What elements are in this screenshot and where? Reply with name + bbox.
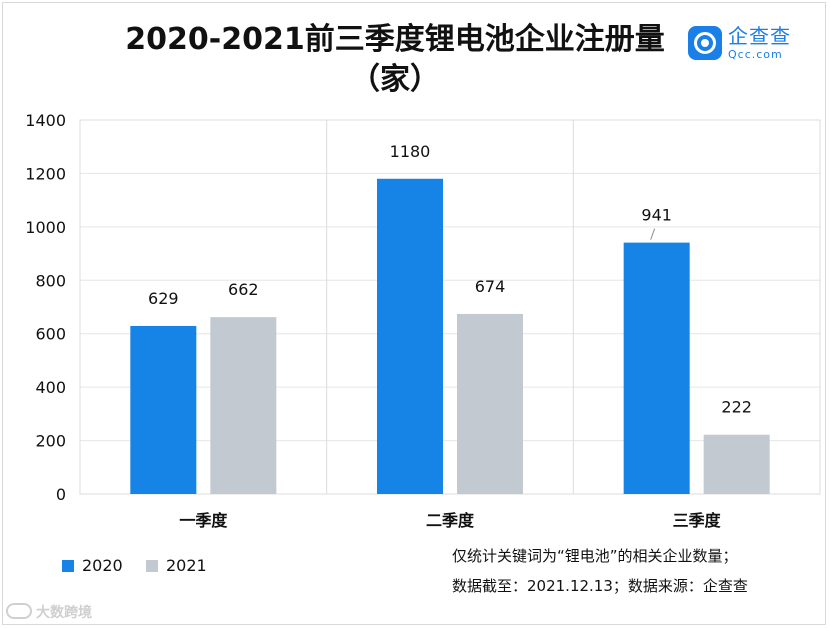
y-tick-label-1400: 1400 [25,111,66,130]
note-line-1: 仅统计关键词为“锂电池”的相关企业数量； [452,547,738,565]
bar-2020-3 [623,242,690,494]
legend-item-2020: 2020 [62,556,123,576]
data-label-2021-3: 222 [721,398,752,417]
legend-swatch-2020 [62,560,74,572]
y-tick-label-400: 400 [35,378,66,397]
brand-domain: Qcc.com [728,48,783,61]
brand-name: 企查查 [728,24,791,48]
title-line-2: （家） [350,62,440,97]
bar-2021-3 [703,434,770,494]
plot-border [79,119,821,495]
watermark: 大数跨境 [6,603,92,621]
data-label-2021-2: 674 [475,277,506,296]
data-label-2021-1: 662 [228,280,259,299]
label-leader-line [650,228,656,240]
x-category-label-3: 三季度 [673,511,722,530]
legend-label-2020: 2020 [82,556,123,575]
x-category-label-1: 一季度 [179,511,228,530]
data-label-2020-2: 1180 [390,142,431,161]
y-tick-label-0: 0 [56,485,66,504]
bar-2020-1 [130,325,197,494]
y-tick-label-200: 200 [35,432,66,451]
x-category-label-2: 二季度 [426,511,475,530]
y-tick-label-1200: 1200 [25,164,66,183]
bar-2021-2 [457,313,523,494]
watermark-text: 大数跨境 [36,605,92,621]
brand-logo: 企查查 Qcc.com [688,24,798,64]
bar-2020-2 [377,178,443,494]
qcc-logo-icon [688,26,722,60]
note-line-2: 数据截至：2021.12.13；数据来源：企查查 [452,577,748,595]
data-label-2020-3: 941 [641,206,672,225]
bar-2021-1 [210,317,277,494]
legend-item-2021: 2021 [146,556,207,576]
watermark-icon [6,603,32,619]
data-label-2020-1: 629 [148,289,179,308]
y-tick-label-600: 600 [35,325,66,344]
legend-swatch-2021 [146,560,158,572]
title-line-1: 2020-2021前三季度锂电池企业注册量 [125,22,665,57]
y-tick-label-1000: 1000 [25,218,66,237]
legend-label-2021: 2021 [166,556,207,575]
y-tick-label-800: 800 [35,271,66,290]
chart-title: 2020-2021前三季度锂电池企业注册量 （家） [100,20,690,100]
